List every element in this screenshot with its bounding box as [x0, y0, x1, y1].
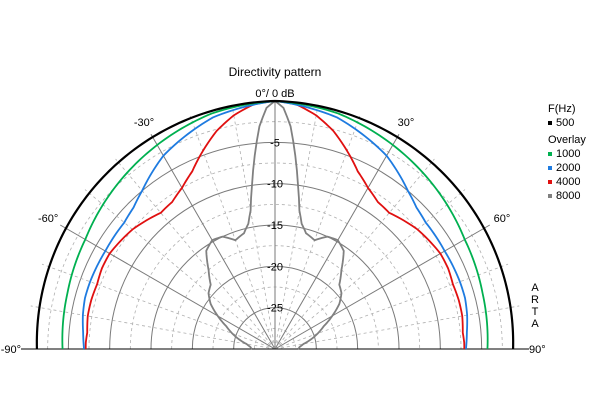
legend-item-overlay: 4000	[548, 175, 586, 189]
polar-grid	[21, 101, 529, 350]
legend-item-main: 500	[548, 116, 586, 130]
legend-swatch	[548, 194, 552, 198]
radial-tick-label: -5	[270, 137, 280, 149]
angle-label: -60°	[38, 213, 58, 225]
legend-label: 4000	[556, 176, 581, 188]
grid-spoke-minor	[41, 263, 276, 350]
grid-spoke-major	[150, 133, 276, 350]
chart-title: Directivity pattern	[229, 65, 322, 79]
legend-label: 2000	[556, 162, 581, 174]
legend-swatch	[548, 166, 552, 170]
grid-spoke-minor	[231, 104, 276, 350]
angle-label: -90°	[1, 344, 21, 356]
grid-spoke-major	[274, 224, 491, 350]
grid-spoke-minor	[274, 115, 361, 350]
legend-overlay-title-text: Overlay	[548, 134, 586, 146]
legend-overlay-title: Overlay	[548, 133, 586, 147]
angle-label: 30°	[398, 117, 415, 129]
legend-label: 1000	[556, 148, 581, 160]
grid-spoke-minor	[84, 189, 276, 350]
grid-spoke-major	[59, 224, 276, 350]
legend-swatch	[548, 180, 552, 184]
legend-item-overlay: 8000	[548, 189, 586, 203]
radial-tick-label: -25	[267, 303, 283, 315]
legend: F(Hz) 500 Overlay 1000 2000 4000 8000	[548, 102, 586, 203]
legend-label: 8000	[556, 190, 581, 202]
legend-item-overlay: 1000	[548, 147, 586, 161]
angle-label: 90°	[529, 344, 546, 356]
legend-header: F(Hz)	[548, 103, 576, 115]
legend-swatch	[548, 152, 552, 156]
grid-spoke-minor	[30, 305, 276, 350]
grid-spoke-minor	[274, 263, 509, 350]
legend-label: 500	[556, 117, 575, 129]
radial-tick-label: -10	[267, 179, 283, 191]
angle-label: -30°	[134, 117, 154, 129]
angle-label: 60°	[494, 213, 511, 225]
grid-ring-minor	[129, 203, 421, 350]
radial-tick-label: -15	[267, 220, 283, 232]
axis-labels: 0°/ 0 dB -5 -10 -15 -20 -25 -90° -60° -30° 30° 60°…	[1, 88, 546, 356]
grid-spoke-minor	[274, 189, 466, 350]
grid-ring-minor	[88, 162, 462, 350]
top-label: 0°/ 0 dB	[255, 88, 294, 100]
grid-spoke-minor	[274, 104, 319, 350]
series-line-500	[35, 99, 515, 350]
legend-item-overlay: 2000	[548, 161, 586, 175]
series-group	[35, 99, 515, 350]
grid-spoke-major	[274, 133, 400, 350]
grid-spoke-minor	[189, 115, 276, 350]
grid-spoke-minor	[274, 305, 520, 350]
legend-swatch	[548, 121, 552, 125]
radial-tick-label: -20	[267, 261, 283, 273]
